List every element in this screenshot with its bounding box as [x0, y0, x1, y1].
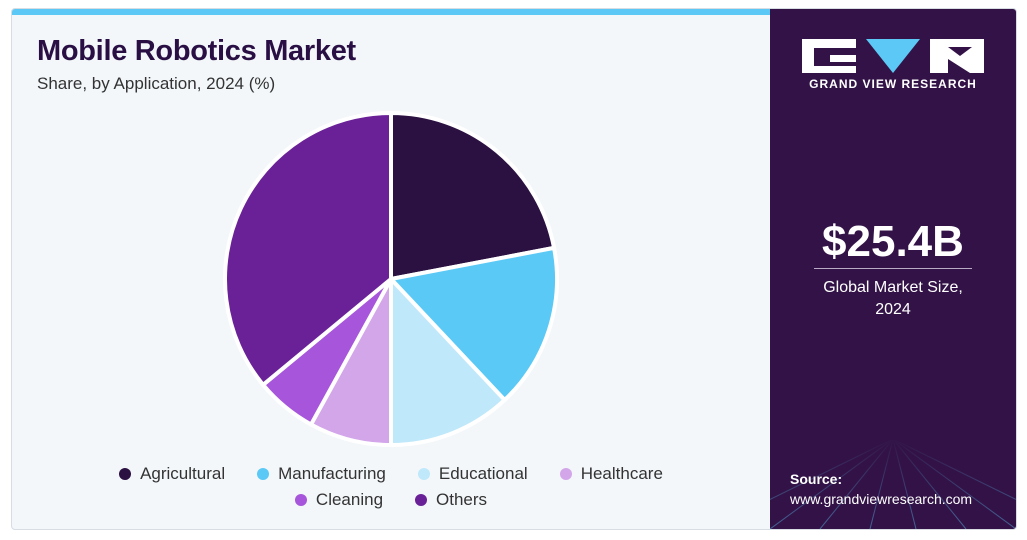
legend-swatch-agricultural: [119, 468, 132, 480]
legend-swatch-educational: [417, 468, 430, 480]
logo-block-left: [802, 39, 856, 73]
market-size-label-line2: 2024: [875, 301, 911, 318]
pie-chart: [223, 111, 559, 447]
legend-item-cleaning: Cleaning: [294, 490, 384, 510]
legend-item-manufacturing: Manufacturing: [257, 464, 386, 484]
legend-label-healthcare: Healthcare: [580, 464, 663, 483]
legend-item-educational: Educational: [417, 464, 528, 484]
chart-subtitle: Share, by Application, 2024 (%): [37, 74, 276, 93]
legend-swatch-others: [415, 494, 428, 506]
legend-label-manufacturing: Manufacturing: [278, 464, 386, 483]
logo-block-left-inner: [830, 55, 856, 62]
legend-swatch-manufacturing: [257, 468, 270, 480]
legend-label-others: Others: [436, 490, 488, 509]
market-size-label: Global Market Size, 2024: [770, 277, 1016, 321]
legend-item-agricultural: Agricultural: [119, 464, 225, 484]
legend-label-educational: Educational: [438, 464, 528, 483]
legend-swatch-cleaning: [294, 494, 307, 506]
legend-label-agricultural: Agricultural: [140, 464, 226, 483]
legend-row-1: Agricultural Manufacturing Educational H…: [12, 461, 770, 487]
chart-card: Mobile Robotics Market Share, by Applica…: [11, 8, 1017, 530]
grand-view-research-logo: [802, 39, 984, 73]
decorative-grid: [770, 438, 1016, 529]
legend-label-cleaning: Cleaning: [315, 490, 384, 509]
legend-item-healthcare: Healthcare: [559, 464, 663, 484]
pie-slice-educational: [389, 277, 507, 447]
logo-block-right: [930, 39, 984, 73]
legend-row-2: Cleaning Others: [12, 487, 770, 513]
logo-block-middle: [866, 39, 920, 73]
value-divider: [814, 268, 972, 269]
market-size-value: $25.4B: [822, 217, 964, 266]
sidebar-panel: GRAND VIEW RESEARCH $25.4B Global Market…: [770, 9, 1016, 529]
chart-title: Mobile Robotics Market: [37, 35, 356, 67]
legend-item-others: Others: [415, 490, 487, 510]
accent-bar: [12, 9, 770, 15]
source-label: Source:: [790, 471, 843, 487]
logo-text: GRAND VIEW RESEARCH: [809, 77, 977, 91]
market-size-label-line1: Global Market Size,: [823, 279, 963, 296]
pie-slice-manufacturing: [389, 245, 559, 403]
logo-block-right-cut: [948, 47, 972, 56]
pie-slice-agricultural: [389, 111, 557, 281]
source-url: www.grandviewresearch.com: [790, 491, 973, 507]
pie-slice-others: [223, 111, 393, 387]
chart-legend: Agricultural Manufacturing Educational H…: [12, 461, 770, 513]
legend-swatch-healthcare: [559, 468, 572, 480]
